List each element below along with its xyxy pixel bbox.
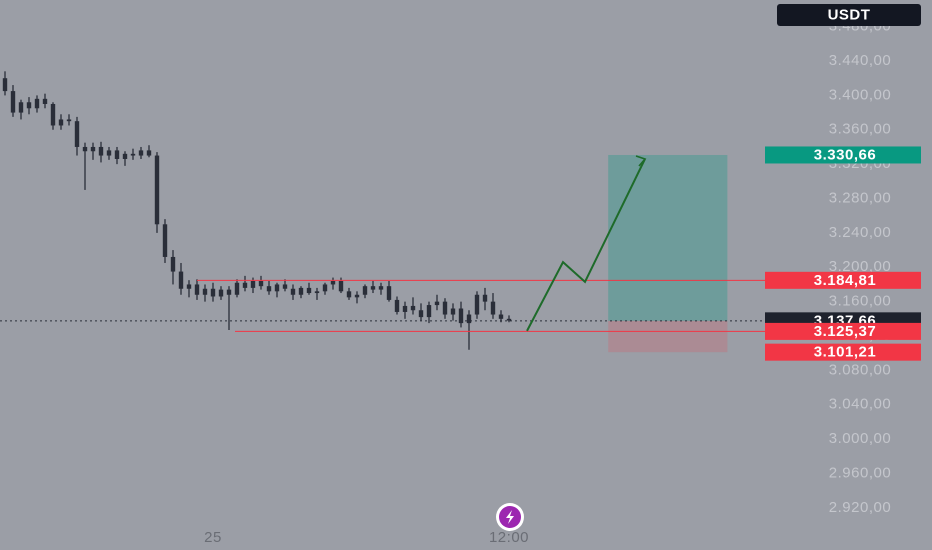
candle-body	[450, 308, 456, 315]
candle-body	[370, 286, 376, 290]
currency-badge[interactable]	[777, 4, 921, 26]
candle-body	[290, 288, 296, 295]
y-tick-label: 3.160,00	[829, 293, 891, 310]
candle-body	[506, 318, 512, 321]
candle-body	[250, 281, 256, 288]
candle-body	[474, 294, 480, 315]
price-badge-label: 3.184,81	[814, 272, 876, 289]
candle-body	[322, 284, 328, 292]
candle-body	[426, 305, 432, 318]
candle-body	[242, 282, 248, 288]
y-tick-label: 2.960,00	[829, 464, 891, 481]
candle-body	[162, 224, 168, 257]
candle-body	[314, 291, 320, 294]
candle-body	[466, 314, 472, 324]
candle-body	[170, 256, 176, 272]
candle-body	[354, 294, 360, 298]
y-tick-label: 3.000,00	[829, 430, 891, 447]
candle-body	[258, 281, 264, 287]
candle-body	[482, 294, 488, 302]
y-tick-label: 3.440,00	[829, 52, 891, 69]
x-tick-label: 25	[204, 529, 222, 546]
candle-body	[498, 314, 504, 319]
candle-body	[306, 287, 312, 294]
candle-body	[122, 153, 128, 159]
price-badge	[765, 343, 921, 361]
candle-body	[218, 289, 224, 297]
y-tick-label: 3.080,00	[829, 361, 891, 378]
y-tick-label: 3.040,00	[829, 396, 891, 413]
candle-body	[194, 284, 200, 295]
candle-body	[138, 150, 144, 156]
candle-body	[394, 299, 400, 312]
candle-body	[90, 146, 96, 152]
price-badge-label: 3.101,21	[814, 344, 876, 361]
candle-body	[298, 287, 304, 295]
candle-body	[418, 310, 424, 318]
candle-body	[402, 305, 408, 312]
candle-body	[26, 102, 32, 109]
candle-body	[234, 282, 240, 295]
price-badge-label: 3.330,66	[814, 146, 876, 163]
y-tick-label: 3.360,00	[829, 121, 891, 138]
logo-bolt	[506, 510, 514, 524]
candle-body	[458, 308, 464, 324]
candle-body	[442, 301, 448, 315]
loss-zone	[608, 320, 728, 353]
projection-line	[526, 158, 646, 332]
candle-body	[490, 301, 496, 315]
candle-body	[338, 281, 344, 292]
candle-body	[34, 98, 40, 109]
candle-body	[98, 146, 104, 156]
y-tick-label: 3.280,00	[829, 189, 891, 206]
candle-body	[74, 121, 80, 147]
price-badge	[765, 271, 921, 289]
candle-body	[386, 286, 392, 300]
x-tick-label: 12:00	[489, 529, 529, 546]
candle-body	[186, 284, 192, 289]
candle-body	[106, 150, 112, 156]
candle-body	[50, 103, 56, 126]
price-badge	[765, 146, 921, 164]
candle-body	[82, 146, 88, 152]
projection-arrow	[635, 155, 647, 167]
candle-body	[266, 286, 272, 292]
currency-label: USDT	[828, 6, 871, 23]
candle-body	[42, 98, 48, 104]
candle-body	[210, 288, 216, 297]
candle-body	[202, 288, 208, 295]
candle-body	[378, 286, 384, 290]
y-tick-label: 3.240,00	[829, 224, 891, 241]
profit-zone	[608, 154, 728, 321]
candle-body	[178, 271, 184, 289]
logo[interactable]	[496, 503, 524, 531]
candle-body	[58, 119, 64, 126]
candle-body	[362, 286, 368, 295]
candle-body	[410, 305, 416, 311]
candle-body	[346, 291, 352, 298]
candle-body	[282, 284, 288, 289]
price-badge	[765, 322, 921, 340]
price-badge-label: 3.125,37	[814, 323, 876, 340]
candle-body	[10, 91, 16, 113]
candle-body	[274, 284, 280, 292]
y-tick-label: 2.920,00	[829, 499, 891, 516]
candle-body	[66, 119, 72, 122]
candle-body	[146, 150, 152, 156]
y-tick-label: 3.200,00	[829, 258, 891, 275]
candle-body	[154, 155, 160, 225]
candle-body	[114, 150, 120, 159]
candle-body	[130, 153, 136, 156]
candle-body	[226, 289, 232, 295]
candle-body	[330, 281, 336, 285]
candle-body	[18, 102, 24, 113]
y-tick-label: 3.400,00	[829, 86, 891, 103]
candle-body	[434, 301, 440, 306]
candle-body	[2, 78, 8, 92]
